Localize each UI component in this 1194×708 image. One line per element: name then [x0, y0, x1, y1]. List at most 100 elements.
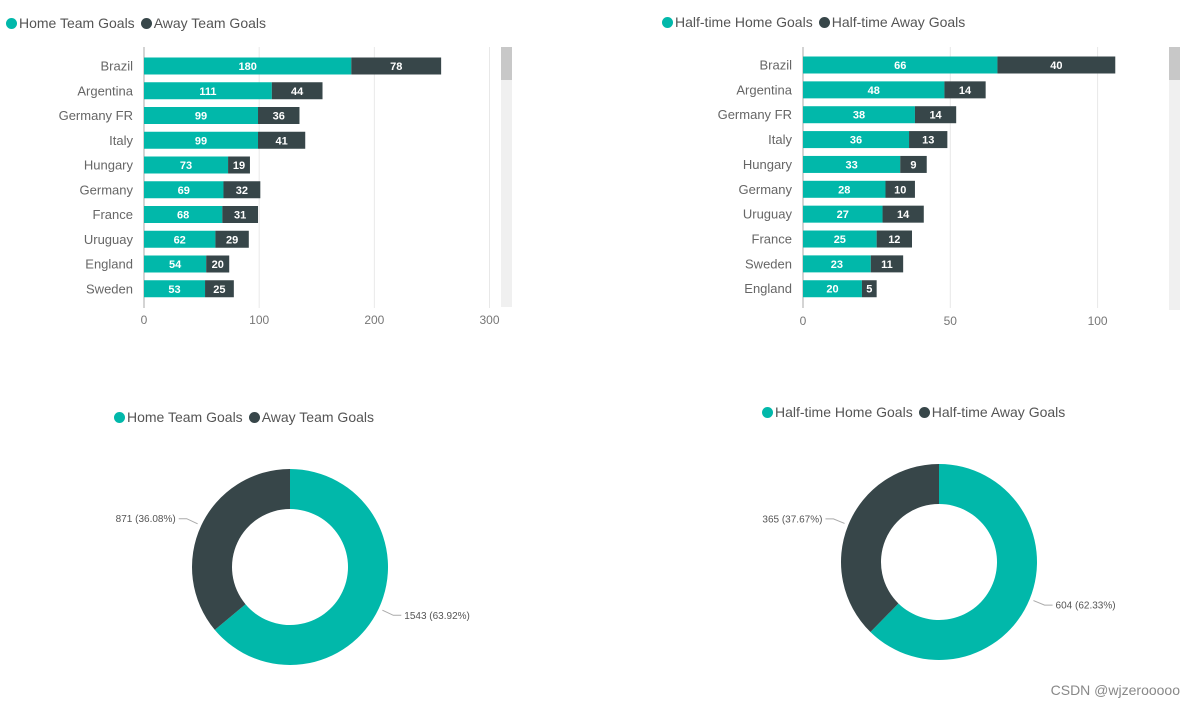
legend-item-away[interactable]: Away Team Goals: [140, 15, 267, 31]
donut-slice-away: [191, 469, 290, 630]
legend-item-home[interactable]: Home Team Goals: [6, 15, 135, 31]
bar-segment-home: [144, 230, 216, 248]
legend-label: Away Team Goals: [153, 15, 267, 31]
data-label: 19: [233, 160, 245, 172]
bar-segment-home: [144, 255, 207, 273]
data-label: 53: [168, 284, 180, 296]
category-label: Brazil: [759, 58, 792, 73]
data-label: 44: [291, 86, 304, 98]
legend-item-home[interactable]: Home Team Goals: [114, 409, 243, 425]
bar-segment-home: [144, 280, 206, 298]
legend-dot-icon: [818, 16, 830, 28]
bar-segment-away: [258, 131, 306, 149]
legend-item-halftime-away[interactable]: Half-time Away Goals: [918, 404, 1066, 420]
data-label: 66: [894, 60, 906, 72]
category-label: Hungary: [743, 157, 793, 172]
data-label: 73: [180, 160, 192, 172]
legend-dot-icon: [114, 411, 125, 423]
data-label: 68: [177, 210, 189, 222]
leader-line: [825, 518, 845, 524]
legend-item-halftime-home[interactable]: Half-time Home Goals: [662, 14, 813, 30]
data-label: 13: [922, 135, 934, 147]
bar-segment-home: [803, 131, 910, 149]
legend-label: Half-time Away Goals: [831, 14, 966, 30]
data-label: 69: [178, 185, 190, 197]
bar-segment-away: [944, 81, 986, 99]
scrollbar-thumb[interactable]: [1169, 47, 1180, 80]
legend: Half-time Home Goals Half-time Away Goal…: [662, 14, 971, 30]
legend-label: Half-time Away Goals: [931, 404, 1066, 420]
bar-segment-home: [803, 230, 877, 248]
bar-segment-home: [803, 81, 945, 99]
donut-slice-home: [214, 469, 388, 665]
donut-slice-away: [841, 464, 939, 633]
legend-dot-icon: [6, 17, 17, 29]
slice-label: 871 (36.08%): [116, 514, 176, 525]
category-label: Sweden: [86, 281, 133, 296]
data-label: 99: [195, 135, 207, 147]
bar-segment-home: [803, 180, 886, 198]
legend-item-halftime-home[interactable]: Half-time Home Goals: [762, 404, 913, 420]
bar-segment-home: [144, 206, 223, 223]
data-label: 40: [1050, 60, 1062, 72]
donut-plot: 1543 (63.92%) 871 (36.08%): [116, 469, 470, 665]
scrollbar-thumb[interactable]: [501, 47, 512, 80]
legend: Home Team Goals Away Team Goals: [6, 15, 272, 31]
category-label: Brazil: [100, 59, 133, 74]
data-label: 20: [826, 284, 838, 296]
category-label: England: [85, 257, 133, 272]
leader-line: [1033, 600, 1053, 606]
bar-chart-plot: 0 50 100 Brazil 66 40 Argentina 48 14 Germany FR 3…: [718, 47, 1180, 328]
data-label: 38: [853, 110, 865, 122]
category-label: France: [752, 232, 792, 247]
data-label: 23: [831, 259, 843, 271]
legend-label: Home Team Goals: [127, 409, 243, 425]
data-label: 25: [213, 284, 225, 296]
legend-dot-icon: [662, 16, 673, 28]
legend-dot-icon: [248, 411, 260, 423]
bar-segment-away: [876, 230, 913, 248]
data-label: 29: [226, 234, 238, 246]
bar-segment-away: [351, 57, 442, 75]
bar-segment-away: [885, 180, 915, 198]
data-label: 111: [199, 86, 216, 98]
data-label: 27: [837, 209, 849, 221]
category-label: Germany FR: [59, 108, 133, 123]
bar-segment-home: [803, 255, 871, 273]
bar-segment-home: [144, 131, 259, 149]
x-tick-label: 100: [1088, 314, 1108, 328]
slice-label: 365 (37.67%): [762, 514, 822, 525]
donut-slice-home: [870, 464, 1037, 660]
bar-segment-away: [206, 255, 230, 273]
data-label: 14: [929, 110, 942, 122]
legend-item-halftime-away[interactable]: Half-time Away Goals: [818, 14, 966, 30]
bar-segment-home: [803, 155, 901, 173]
data-label: 54: [169, 259, 182, 271]
legend-dot-icon: [918, 406, 930, 418]
data-label: 14: [959, 85, 972, 97]
bar-segment-away: [215, 230, 249, 248]
donut-plot: 604 (62.33%) 365 (37.67%): [762, 464, 1116, 660]
scrollbar-track: [1169, 47, 1180, 310]
category-label: Germany FR: [718, 107, 792, 122]
data-label: 32: [236, 185, 248, 197]
bar-segment-away: [271, 82, 323, 100]
watermark: CSDN @wjzerooooo: [1050, 682, 1180, 698]
data-label: 36: [850, 135, 862, 147]
bar-segment-away: [258, 107, 300, 124]
category-label: England: [744, 281, 792, 296]
data-label: 33: [845, 159, 857, 171]
legend-item-away[interactable]: Away Team Goals: [248, 409, 374, 425]
data-label: 14: [897, 209, 910, 221]
bar-segment-home: [144, 107, 259, 124]
bar-segment-home: [803, 56, 998, 74]
bar-segment-home: [803, 205, 883, 223]
legend-label: Home Team Goals: [19, 15, 135, 31]
data-label: 5: [866, 284, 872, 296]
bar-segment-home: [144, 181, 224, 199]
bar-segment-home: [144, 156, 229, 174]
bar-segment-home: [144, 57, 352, 75]
x-tick-label: 50: [944, 314, 958, 328]
bar-chart-team-goals: Home Team Goals Away Team Goals 0 100 200 3…: [0, 0, 560, 345]
category-label: Argentina: [77, 83, 133, 98]
